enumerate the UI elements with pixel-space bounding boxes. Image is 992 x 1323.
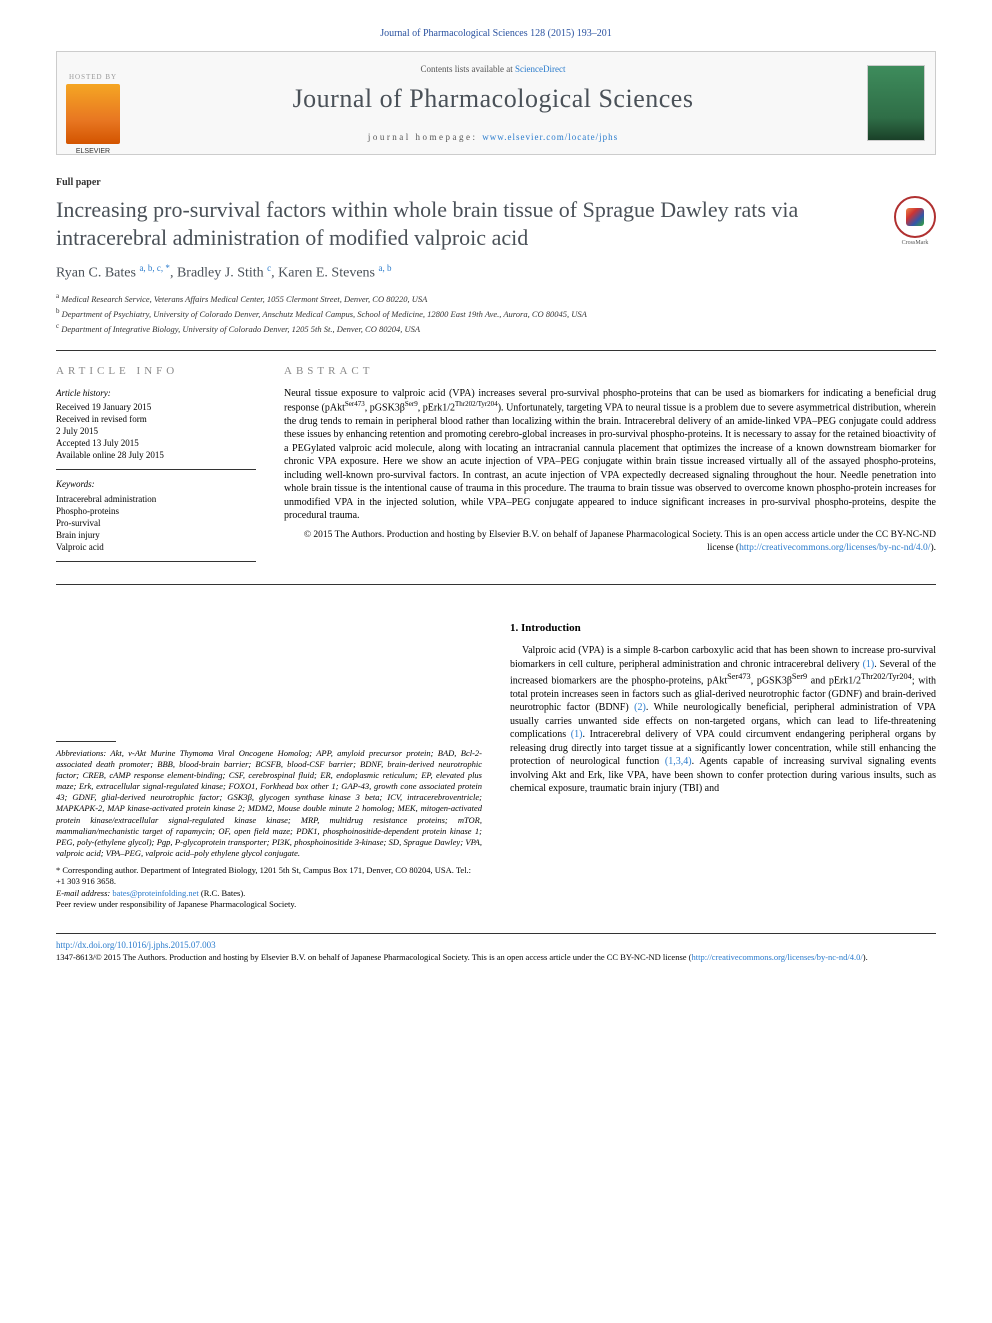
keyword-line: Brain injury: [56, 529, 256, 541]
publisher-logo-block: HOSTED BY: [57, 52, 129, 154]
issn-text: 1347-8613/© 2015 The Authors. Production…: [56, 952, 692, 962]
affiliations-block: a Medical Research Service, Veterans Aff…: [56, 292, 936, 336]
sciencedirect-link[interactable]: ScienceDirect: [515, 64, 565, 74]
doi-link[interactable]: http://dx.doi.org/10.1016/j.jphs.2015.07…: [56, 940, 936, 950]
copyright-suffix: ).: [930, 543, 936, 553]
history-line: Received 19 January 2015: [56, 401, 256, 413]
hosted-by-label: HOSTED BY: [69, 73, 117, 81]
left-column: Abbreviations: Akt, v-Akt Murine Thymoma…: [56, 621, 482, 910]
article-info-column: ARTICLE INFO Article history: Received 1…: [56, 365, 256, 571]
keywords-block: Keywords: Intracerebral administrationPh…: [56, 478, 256, 562]
divider: [56, 350, 936, 351]
homepage-line: journal homepage: www.elsevier.com/locat…: [141, 132, 845, 142]
journal-cover-block: [857, 52, 935, 154]
abstract-text: Neural tissue exposure to valproic acid …: [284, 387, 936, 523]
footer-divider: [56, 933, 936, 934]
citation-link[interactable]: (1): [863, 659, 875, 670]
homepage-link[interactable]: www.elsevier.com/locate/jphs: [482, 132, 618, 142]
journal-cover-icon: [867, 65, 925, 141]
journal-citation-bar: Journal of Pharmacological Sciences 128 …: [56, 28, 936, 39]
meta-row: ARTICLE INFO Article history: Received 1…: [56, 365, 936, 571]
issn-line: 1347-8613/© 2015 The Authors. Production…: [56, 952, 936, 963]
affiliation-line: b Department of Psychiatry, University o…: [56, 307, 936, 320]
journal-header-box: HOSTED BY Contents lists available at Sc…: [56, 51, 936, 155]
keyword-line: Valproic acid: [56, 541, 256, 553]
abbreviations-block: Abbreviations: Akt, v-Akt Murine Thymoma…: [56, 748, 482, 858]
history-line: Received in revised form: [56, 413, 256, 425]
header-center: Contents lists available at ScienceDirec…: [129, 52, 857, 154]
title-row: Increasing pro-survival factors within w…: [56, 196, 936, 263]
contents-line: Contents lists available at ScienceDirec…: [141, 64, 845, 74]
email-label: E-mail address:: [56, 888, 112, 898]
email-line: E-mail address: bates@proteinfolding.net…: [56, 888, 482, 899]
corresponding-line: * Corresponding author. Department of In…: [56, 865, 482, 888]
affiliation-line: c Department of Integrative Biology, Uni…: [56, 322, 936, 335]
abstract-head: ABSTRACT: [284, 365, 936, 377]
article-title: Increasing pro-survival factors within w…: [56, 196, 884, 251]
right-column: 1. Introduction Valproic acid (VPA) is a…: [510, 621, 936, 910]
history-line: 2 July 2015: [56, 425, 256, 437]
keyword-line: Pro-survival: [56, 517, 256, 529]
intro-text: Valproic acid (VPA) is a simple 8-carbon…: [510, 644, 936, 796]
keyword-line: Intracerebral administration: [56, 493, 256, 505]
keywords-label: Keywords:: [56, 478, 256, 490]
issn-suffix: ).: [863, 952, 868, 962]
history-line: Accepted 13 July 2015: [56, 437, 256, 449]
footer-license-link[interactable]: http://creativecommons.org/licenses/by-n…: [692, 952, 863, 962]
peer-review-line: Peer review under responsibility of Japa…: [56, 899, 482, 910]
elsevier-logo-icon: [66, 84, 120, 144]
page: Journal of Pharmacological Sciences 128 …: [0, 0, 992, 991]
crossmark-icon: [894, 196, 936, 238]
history-line: Available online 28 July 2015: [56, 449, 256, 461]
paper-type-label: Full paper: [56, 177, 936, 188]
citation-link[interactable]: (1): [571, 729, 583, 740]
homepage-prefix: journal homepage:: [368, 132, 482, 142]
abbrev-divider: [56, 741, 116, 742]
body-columns: Abbreviations: Akt, v-Akt Murine Thymoma…: [56, 621, 936, 910]
abstract-copyright: © 2015 The Authors. Production and hosti…: [284, 529, 936, 555]
journal-name: Journal of Pharmacological Sciences: [141, 84, 845, 114]
intro-heading: 1. Introduction: [510, 621, 936, 636]
crossmark-badge[interactable]: CrossMark: [894, 196, 936, 246]
corresponding-author-block: * Corresponding author. Department of In…: [56, 865, 482, 911]
citation-link[interactable]: (1,3,4): [665, 756, 692, 767]
contents-prefix: Contents lists available at: [421, 64, 515, 74]
history-label: Article history:: [56, 387, 256, 399]
crossmark-label: CrossMark: [894, 240, 936, 246]
authors-line: Ryan C. Bates a, b, c, *, Bradley J. Sti…: [56, 263, 936, 282]
article-history-block: Article history: Received 19 January 201…: [56, 387, 256, 471]
abstract-column: ABSTRACT Neural tissue exposure to valpr…: [284, 365, 936, 571]
email-link[interactable]: bates@proteinfolding.net: [112, 888, 198, 898]
citation-link[interactable]: (2): [634, 702, 646, 713]
divider: [56, 584, 936, 585]
affiliation-line: a Medical Research Service, Veterans Aff…: [56, 292, 936, 305]
article-info-head: ARTICLE INFO: [56, 365, 256, 377]
license-link[interactable]: http://creativecommons.org/licenses/by-n…: [739, 543, 930, 553]
keyword-line: Phospho-proteins: [56, 505, 256, 517]
email-suffix: (R.C. Bates).: [199, 888, 246, 898]
